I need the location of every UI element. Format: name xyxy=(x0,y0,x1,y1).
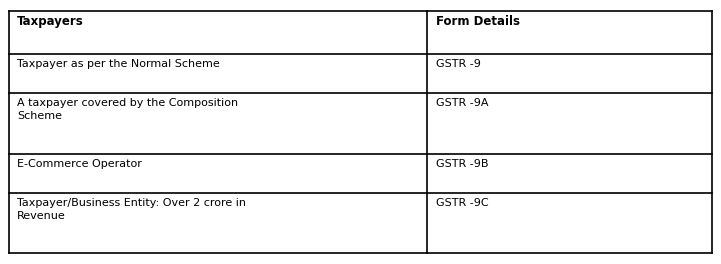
Text: A taxpayer covered by the Composition
Scheme: A taxpayer covered by the Composition Sc… xyxy=(17,98,239,121)
Text: E-Commerce Operator: E-Commerce Operator xyxy=(17,158,142,168)
Text: Taxpayer as per the Normal Scheme: Taxpayer as per the Normal Scheme xyxy=(17,59,220,69)
Text: GSTR -9: GSTR -9 xyxy=(436,59,481,69)
Text: GSTR -9A: GSTR -9A xyxy=(436,98,489,108)
Text: Taxpayer/Business Entity: Over 2 crore in
Revenue: Taxpayer/Business Entity: Over 2 crore i… xyxy=(17,198,247,221)
Text: GSTR -9B: GSTR -9B xyxy=(436,158,489,168)
Text: Form Details: Form Details xyxy=(436,15,520,28)
Text: Taxpayers: Taxpayers xyxy=(17,15,84,28)
Text: GSTR -9C: GSTR -9C xyxy=(436,198,489,208)
